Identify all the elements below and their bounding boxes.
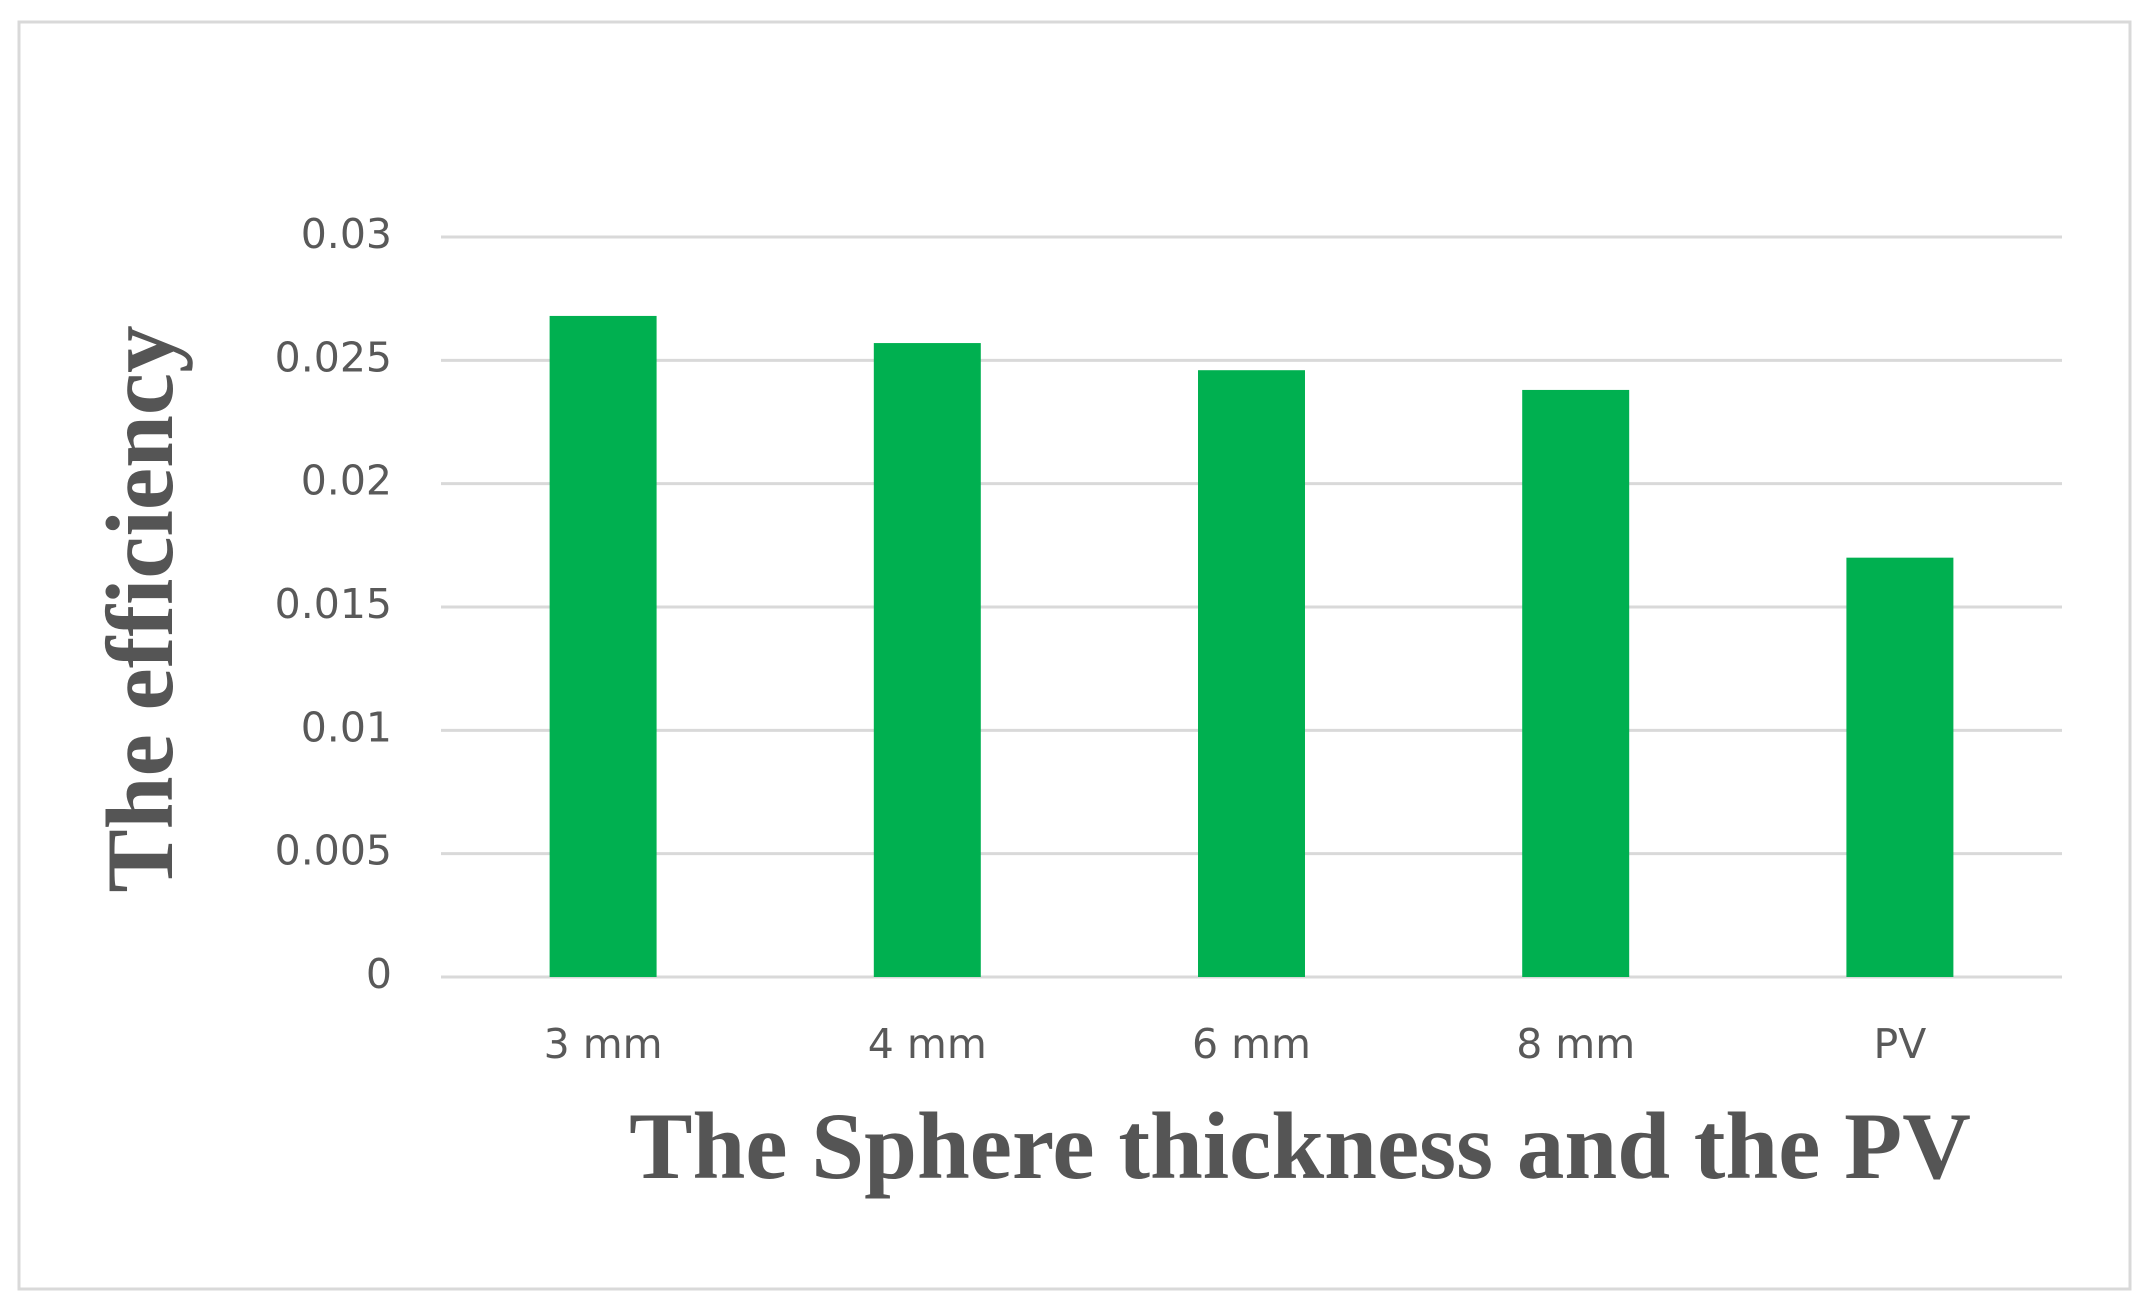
bar <box>1846 557 1954 977</box>
bar <box>873 343 981 978</box>
chart-frame <box>17 20 2132 1291</box>
x-tick-label: 8 mm <box>1516 1020 1635 1068</box>
y-tick-label: 0.015 <box>275 580 392 628</box>
x-tick-label: 4 mm <box>868 1020 987 1068</box>
x-axis-title: The Sphere thickness and the PV <box>629 1093 1971 1199</box>
bar <box>549 315 657 977</box>
bar <box>1198 370 1305 977</box>
bar <box>1522 389 1630 977</box>
x-tick-label: 6 mm <box>1192 1020 1311 1068</box>
y-tick-label: 0.03 <box>301 210 392 258</box>
y-tick-label: 0 <box>366 950 392 998</box>
x-tick-label: 3 mm <box>544 1020 663 1068</box>
y-tick-label: 0.005 <box>275 827 392 875</box>
x-tick-label: PV <box>1874 1020 1927 1068</box>
y-tick-label: 0.025 <box>275 333 392 381</box>
y-tick-label: 0.01 <box>301 703 392 751</box>
y-axis-title: The efficiency <box>87 325 193 892</box>
y-tick-label: 0.02 <box>301 457 392 505</box>
